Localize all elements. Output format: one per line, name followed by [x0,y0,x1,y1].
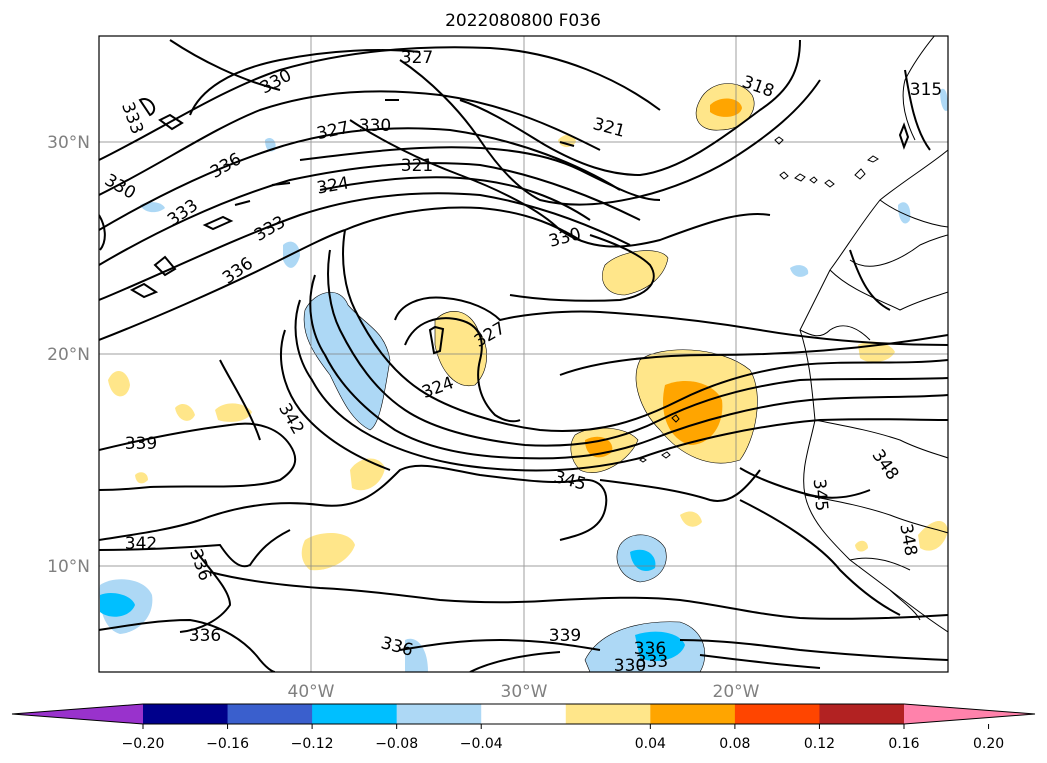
colorbar-tick-label: 0.16 [888,736,919,752]
contour-label: 336 [634,639,666,659]
colorbar-tick-label: 0.08 [719,736,750,752]
contour-label: 321 [401,156,433,176]
colorbar-swatch [396,704,482,724]
colorbar-swatch [481,704,567,724]
colorbar-tick-label: −0.16 [206,736,249,752]
map-area: 327 330 333 330 336 327 330 321 324 333 … [99,36,948,676]
lat-label: 10°N [47,557,90,577]
contour-label: 333 [636,652,668,672]
contour-label: 336 [189,626,221,646]
lon-label: 20°W [713,682,760,702]
lat-label: 30°N [47,133,90,153]
map-frame [98,35,949,673]
figure-title: 2022080800 F036 [445,11,601,31]
colorbar-extend-left [12,704,143,724]
colorbar-extend-right [904,704,1035,724]
lon-label: 30°W [501,682,548,702]
lon-label: 40°W [288,682,335,702]
colorbar-tick-label: 0.04 [635,736,666,752]
colorbar-swatch [734,704,820,724]
colorbar-swatch [565,704,651,724]
contour-label: 339 [549,626,581,646]
lat-label: 20°N [47,345,90,365]
colorbar-tick-label: −0.20 [122,736,165,752]
colorbar-tick-label: 0.20 [973,736,1004,752]
contour-lines [99,39,948,672]
contour-label: 339 [125,434,157,454]
colorbar: −0.20 −0.16 −0.12 −0.08 −0.04 0.04 0.08 0.12 0.1… [11,703,1036,752]
lon-labels: 40°W 30°W 20°W [288,682,760,702]
contour-label: 330 [614,656,646,676]
colorbar-tick-label: −0.08 [375,736,418,752]
contour-label: 330 [359,116,391,136]
coastline [639,36,948,633]
contour-label: 315 [910,80,942,100]
colorbar-tick-label: −0.12 [291,736,334,752]
colorbar-swatch [819,704,905,724]
colorbar-swatch [143,704,229,724]
colorbar-tick-label: 0.12 [804,736,835,752]
colorbar-swatch [650,704,736,724]
colorbar-tick-label: −0.04 [460,736,503,752]
lat-labels: 30°N 20°N 10°N [47,133,90,577]
contour-label: 342 [125,534,157,554]
colorbar-swatch [227,704,313,724]
contour-label: 327 [401,48,433,68]
colorbar-swatch [312,704,398,724]
contour-label: 345 [809,478,832,512]
